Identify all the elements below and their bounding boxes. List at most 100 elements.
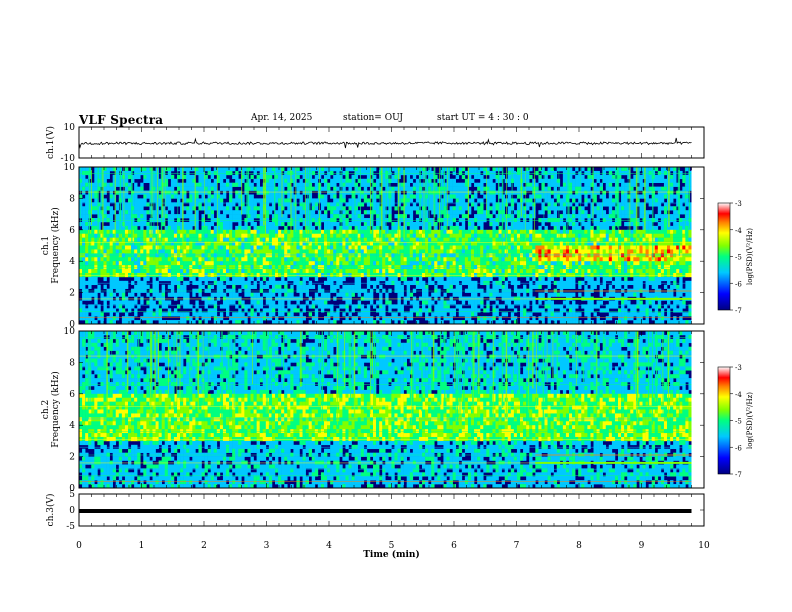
ch1_spectrogram-cell bbox=[403, 253, 407, 258]
ch1_spectrogram-cell bbox=[155, 174, 159, 180]
ch1_spectrogram-cell bbox=[412, 261, 417, 266]
ch1_spectrogram-cell bbox=[440, 233, 444, 238]
ch1_spectrogram-cell bbox=[143, 221, 147, 227]
ch1_spectrogram-cell bbox=[360, 229, 365, 235]
ch1_spectrogram-cell bbox=[532, 249, 536, 254]
ch1_spectrogram-cell bbox=[201, 249, 205, 254]
ch1_spectrogram-cell bbox=[388, 308, 392, 313]
ch1_spectrogram-cell bbox=[474, 284, 478, 289]
ch1_spectrogram-cell bbox=[461, 269, 466, 274]
ch1_spectrogram-cell bbox=[281, 269, 285, 274]
ch1_spectrogram-cell bbox=[207, 276, 211, 282]
ch1_spectrogram-cell bbox=[146, 300, 150, 305]
ch1_spectrogram-cell bbox=[82, 276, 86, 282]
ch1_spectrogram-cell bbox=[164, 276, 169, 282]
ch1_spectrogram-cell bbox=[259, 253, 264, 258]
ch1_spectrogram-cell bbox=[94, 210, 98, 215]
ch1_spectrogram-cell bbox=[244, 233, 248, 238]
ch1_spectrogram-cell bbox=[455, 221, 460, 227]
ch1_spectrogram-cell bbox=[480, 320, 484, 325]
ch1_spectrogram-cell bbox=[124, 214, 129, 219]
ch1_spectrogram-cell bbox=[143, 253, 147, 258]
ch1_spectrogram-cell bbox=[173, 202, 178, 207]
ch1_spectrogram-cell bbox=[382, 182, 386, 187]
ch1_spectrogram-cell bbox=[170, 210, 175, 215]
ch1_spectrogram-cell bbox=[486, 210, 490, 215]
ch1_spectrogram-cell bbox=[320, 194, 325, 199]
ch1_spectrogram-cell bbox=[400, 257, 404, 262]
ch1_spectrogram-cell bbox=[336, 186, 340, 191]
ch1_spectrogram-cell bbox=[134, 198, 138, 203]
ch1_spectrogram-cell bbox=[290, 194, 294, 199]
ch1_spectrogram-cell bbox=[216, 225, 221, 231]
ch1_spectrogram-cell bbox=[449, 194, 453, 199]
ch1_spectrogram-cell bbox=[520, 312, 524, 317]
ch1_spectrogram-cell bbox=[394, 233, 398, 238]
ch1_spectrogram-cell bbox=[437, 210, 441, 215]
ch1_spectrogram-cell bbox=[278, 292, 282, 297]
ch1_spectrogram-cell bbox=[253, 178, 257, 183]
ch1_spectrogram-cell bbox=[400, 320, 404, 325]
ch1_spectrogram-cell bbox=[351, 214, 355, 219]
ch1_spectrogram-cell bbox=[88, 308, 92, 313]
ch1_spectrogram-cell bbox=[354, 269, 358, 274]
ch1_spectrogram-cell bbox=[299, 237, 303, 242]
ch1_spectrogram-cell bbox=[281, 202, 285, 207]
ch1_spectrogram-cell bbox=[345, 284, 349, 289]
ch1_spectrogram-cell bbox=[541, 210, 545, 215]
ch1_spectrogram-cell bbox=[464, 312, 469, 317]
ch1_spectrogram-cell bbox=[118, 245, 123, 250]
ch1_spectrogram-cell bbox=[391, 237, 395, 242]
ch1_spectrogram-cell bbox=[532, 178, 536, 183]
ch1_spectrogram-cell bbox=[357, 233, 362, 238]
ch1_spectrogram-cell bbox=[529, 257, 533, 262]
ch1_spectrogram-cell bbox=[327, 202, 331, 207]
ch1_spectrogram-cell bbox=[324, 300, 328, 305]
ch1_spectrogram-cell bbox=[271, 320, 276, 325]
ch1_spectrogram-cell bbox=[400, 198, 404, 203]
ch1_spectrogram-cell bbox=[345, 320, 349, 325]
ch1_spectrogram-cell bbox=[382, 304, 386, 309]
ch1_spectrogram-cell bbox=[131, 198, 135, 203]
ch1_spectrogram-cell bbox=[412, 174, 417, 180]
ch1_spectrogram-cell bbox=[376, 316, 380, 321]
ch1_spectrogram-cell bbox=[219, 241, 224, 246]
ch1_spectrogram-cell bbox=[409, 233, 414, 238]
ch1_spectrogram-cell bbox=[486, 229, 490, 235]
ch1_spectrogram-cell bbox=[137, 206, 141, 211]
ch1_spectrogram-cell bbox=[284, 257, 288, 262]
ch1_spectrogram-cell bbox=[250, 276, 254, 282]
ch1_spectrogram-cell bbox=[477, 257, 481, 262]
ch1_spectrogram-cell bbox=[333, 206, 337, 211]
ch1_spectrogram-cell bbox=[177, 202, 181, 207]
ch1_spectrogram-cell bbox=[198, 237, 202, 242]
ch1_spectrogram-cell bbox=[336, 229, 340, 235]
ch1_spectrogram-cell bbox=[403, 241, 407, 246]
ch1_spectrogram-cell bbox=[507, 237, 512, 242]
ch1_spectrogram-cell bbox=[302, 229, 306, 235]
ch1_spectrogram-cell bbox=[507, 167, 512, 172]
ch1_spectrogram-cell bbox=[137, 198, 141, 203]
ch1_spectrogram-cell bbox=[112, 276, 117, 282]
ch1_spectrogram-cell bbox=[121, 308, 126, 313]
ch1_spectrogram-cell bbox=[538, 245, 542, 250]
ch1_spectrogram-cell bbox=[173, 182, 178, 187]
ch1_spectrogram-cell bbox=[357, 194, 362, 199]
ch1_spectrogram-cell bbox=[149, 237, 153, 242]
ch1_spectrogram-cell bbox=[523, 210, 527, 215]
ch1_spectrogram-cell bbox=[278, 245, 282, 250]
ch1_spectrogram-cell bbox=[474, 237, 478, 242]
ch1_spectrogram-cell bbox=[547, 253, 551, 258]
ch1_spectrogram-cell bbox=[547, 233, 551, 238]
ch1_spectrogram-cell bbox=[471, 261, 475, 266]
ch1_spectrogram-cell bbox=[198, 269, 202, 274]
ch1_spectrogram-cell bbox=[290, 276, 294, 282]
ch1_spectrogram-cell bbox=[538, 261, 542, 266]
ch1_spectrogram-cell bbox=[204, 312, 208, 317]
ch1_spectrogram-cell bbox=[183, 167, 187, 172]
ch1_spectrogram-cell bbox=[415, 300, 420, 305]
ch1_spectrogram-cell bbox=[278, 241, 282, 246]
ch1_spectrogram-cell bbox=[363, 320, 368, 325]
ch1_spectrogram-cell bbox=[204, 190, 208, 195]
ch1_spectrogram-cell bbox=[262, 284, 267, 289]
